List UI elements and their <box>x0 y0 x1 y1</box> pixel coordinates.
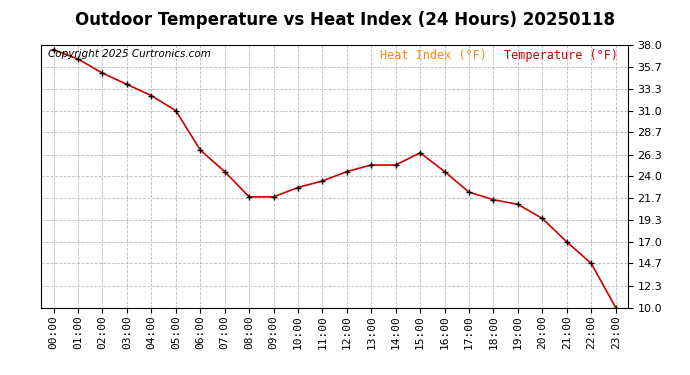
Text: Copyright 2025 Curtronics.com: Copyright 2025 Curtronics.com <box>48 49 211 59</box>
Text: Outdoor Temperature vs Heat Index (24 Hours) 20250118: Outdoor Temperature vs Heat Index (24 Ho… <box>75 11 615 29</box>
Text: Temperature (°F): Temperature (°F) <box>504 49 618 62</box>
Text: Heat Index (°F): Heat Index (°F) <box>380 49 486 62</box>
